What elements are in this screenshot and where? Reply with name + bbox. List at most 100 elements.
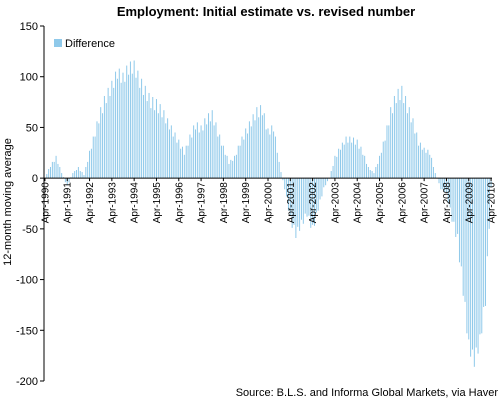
bar (209, 121, 211, 179)
bar (241, 136, 243, 179)
bar (128, 74, 130, 179)
bar (406, 113, 408, 179)
x-tick-label: Apr-1999 (241, 182, 252, 224)
bar (178, 139, 180, 179)
bar (479, 178, 481, 335)
x-tick-label: Apr-1992 (85, 182, 96, 224)
bar (245, 128, 247, 179)
x-tick-label: Apr-2004 (353, 182, 364, 224)
bar (133, 60, 135, 179)
bar (247, 133, 249, 179)
y-tick-label: -50 (22, 224, 38, 236)
bar (109, 95, 111, 179)
bar (159, 104, 161, 179)
bar (217, 136, 219, 179)
bar (470, 178, 472, 357)
bar (102, 113, 104, 179)
bar (297, 178, 299, 227)
bar (447, 178, 449, 204)
bar (85, 166, 87, 179)
bar (323, 178, 325, 188)
bar (105, 103, 107, 179)
bar (222, 145, 224, 179)
x-tick-label: Apr-2010 (487, 182, 498, 224)
bar (338, 148, 340, 179)
bar (399, 100, 401, 179)
bar (174, 132, 176, 179)
bar (155, 99, 157, 179)
bar (170, 125, 172, 179)
bar (70, 177, 72, 179)
bar (392, 113, 394, 179)
bar (384, 140, 386, 179)
bar (135, 77, 137, 179)
bar (235, 154, 237, 179)
bar (228, 163, 230, 179)
bar (103, 95, 105, 179)
bar (364, 155, 366, 179)
bar (460, 178, 462, 267)
bar (377, 163, 379, 179)
bar (431, 157, 433, 179)
legend-swatch (54, 39, 62, 47)
bar (172, 136, 174, 179)
bar (90, 148, 92, 179)
bar (131, 73, 133, 179)
x-tick-label: Apr-2001 (286, 182, 297, 224)
x-tick-label: Apr-1996 (174, 182, 185, 224)
bar (380, 152, 382, 179)
bar (107, 87, 109, 179)
x-tick-label: Apr-1990 (40, 182, 51, 224)
bar (79, 171, 81, 179)
bar (76, 170, 78, 179)
bar (310, 178, 312, 228)
x-tick-label: Apr-2003 (330, 182, 341, 224)
y-tick-label: 50 (26, 122, 38, 134)
bar (312, 178, 314, 225)
bar (221, 145, 223, 179)
legend: Difference (54, 38, 115, 50)
bar (427, 149, 429, 179)
bar (124, 81, 126, 179)
bar (453, 178, 455, 222)
y-tick-label: 100 (20, 72, 38, 84)
y-tick-label: -200 (16, 376, 38, 388)
bar (455, 178, 457, 237)
bar (137, 70, 139, 179)
bar (466, 178, 468, 334)
bar (358, 148, 360, 179)
bar (181, 146, 183, 179)
bar (258, 117, 260, 179)
bar (354, 144, 356, 179)
bar (191, 137, 193, 179)
bar (226, 155, 228, 179)
bar (315, 178, 317, 213)
bar (113, 87, 115, 179)
bar (208, 113, 210, 179)
bar (92, 136, 94, 179)
bar (48, 169, 50, 179)
bar (187, 145, 189, 179)
x-tick-label: Apr-1997 (197, 182, 208, 224)
bar (291, 178, 293, 228)
bar (349, 136, 351, 179)
bar (230, 159, 232, 179)
x-axis: Apr-1990 Apr-1991 Apr-1992 Apr-1993 Apr-1994… (40, 177, 498, 224)
bar (215, 122, 217, 179)
bar (282, 178, 284, 181)
bar (265, 129, 267, 179)
bar (165, 123, 167, 179)
bar (366, 163, 368, 179)
bar (477, 178, 479, 354)
bar (488, 178, 490, 229)
bar (336, 156, 338, 179)
bar (129, 61, 131, 179)
bar (438, 178, 440, 184)
bar (440, 178, 442, 190)
x-tick-label: Apr-1994 (130, 182, 141, 224)
bar (96, 121, 98, 179)
bar (362, 154, 364, 179)
bar (55, 155, 57, 179)
bar (343, 144, 345, 179)
bar (256, 107, 258, 179)
